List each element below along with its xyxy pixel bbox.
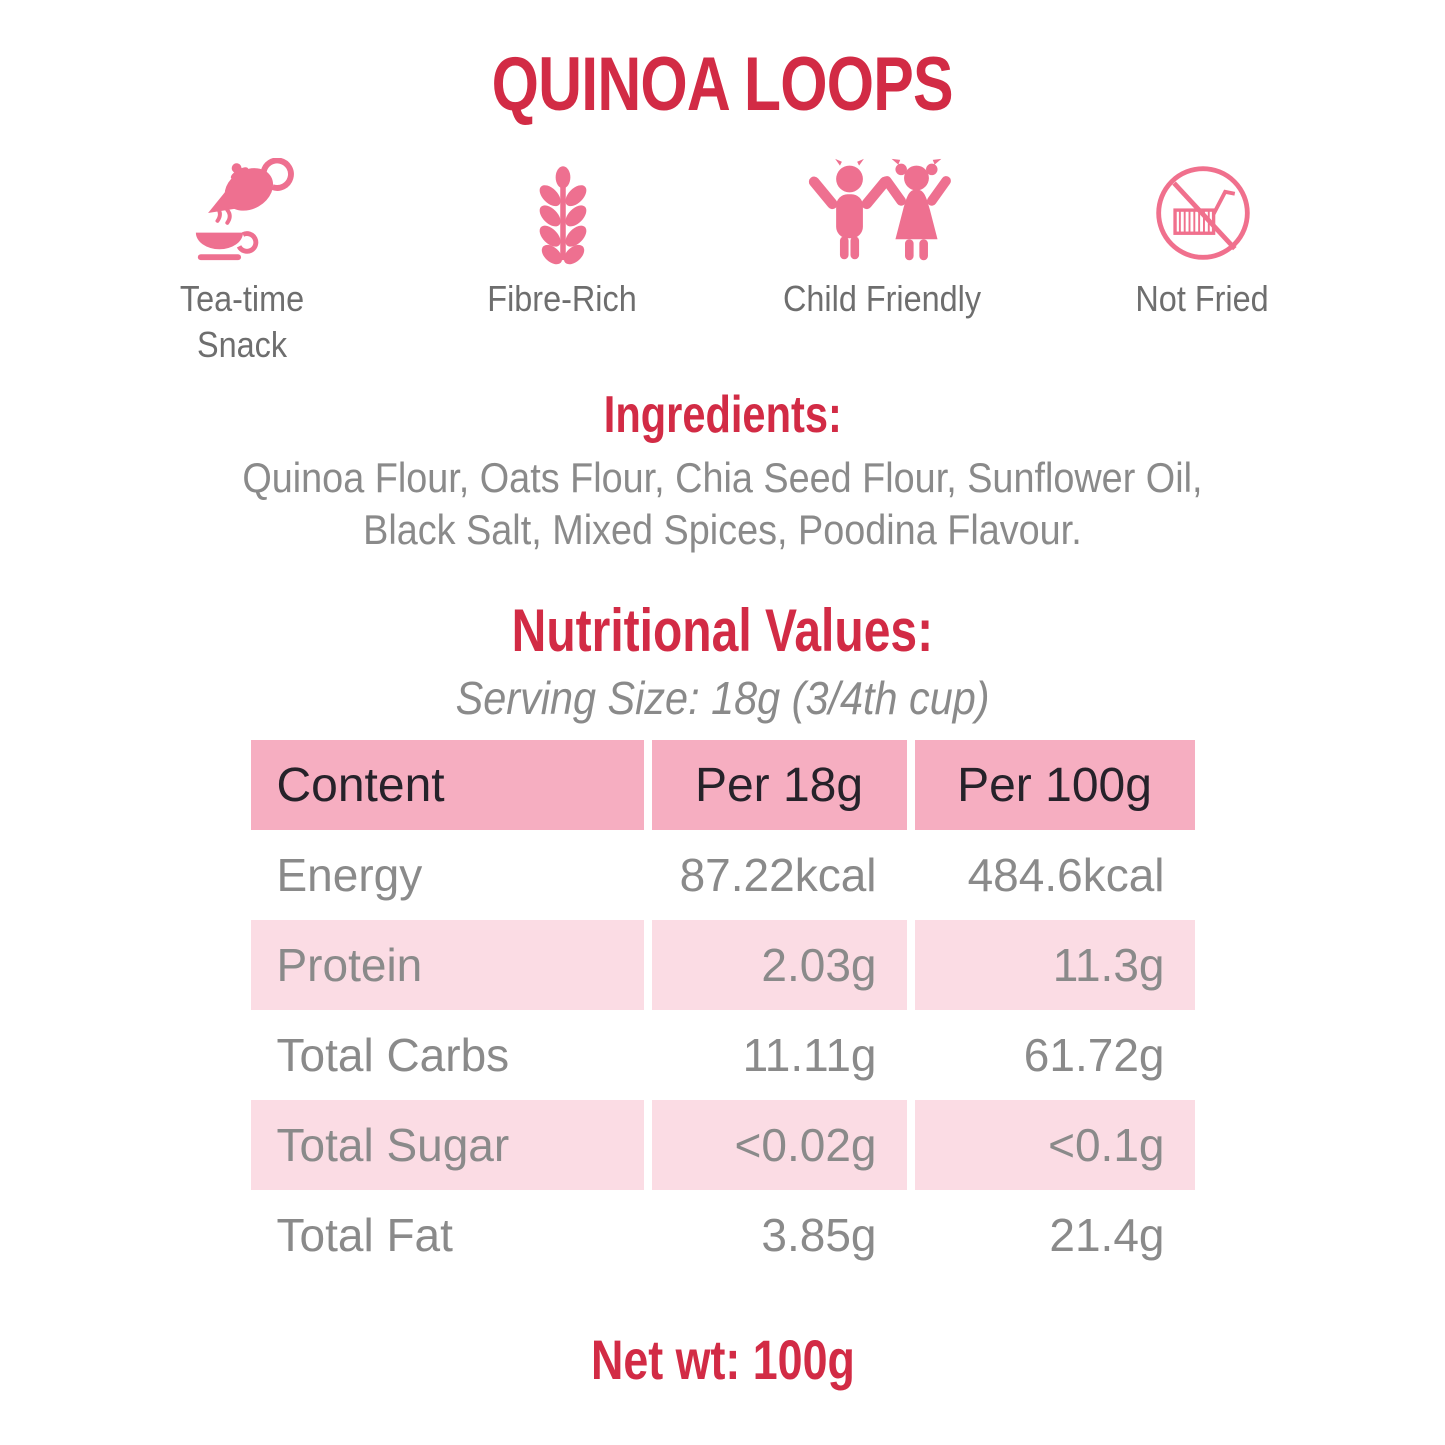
net-weight-text: Net wt: 100g: [590, 1328, 855, 1391]
nutrition-section: Nutritional Values: Serving Size: 18g (3…: [0, 596, 1445, 1280]
row-value-per-18g: 87.22kcal: [679, 849, 877, 901]
no-frying-icon: [1150, 158, 1256, 266]
header-per-18g: Per 18g: [651, 740, 907, 830]
feature-not-fried: Not Fried: [1043, 158, 1363, 368]
wheat-icon: [517, 158, 609, 266]
feature-label-tea-time-snack: Tea-time Snack: [173, 276, 311, 368]
row-value-per-100g: 11.3g: [914, 920, 1195, 1010]
feature-label-text: Fibre-Rich: [487, 278, 638, 319]
product-title-text: QUINOA LOOPS: [491, 42, 954, 127]
nutrition-table-header-row: Content Per 18g Per 100g: [250, 740, 1195, 830]
table-row-protein: Protein 2.03g 11.3g: [250, 920, 1195, 1010]
features-row: Tea-time Snack: [83, 158, 1363, 368]
ingredients-text-lines: Quinoa Flour, Oats Flour, Chia Seed Flou…: [242, 454, 1203, 553]
ingredients-section: Ingredients: Quinoa Flour, Oats Flour, C…: [0, 384, 1445, 556]
children-icon-svg: [808, 158, 951, 261]
row-value-per-18g: 2.03g: [651, 920, 907, 1010]
row-label: Total Carbs: [276, 1029, 510, 1081]
table-row-total-carbs: Total Carbs 11.11g 61.72g: [251, 1010, 1195, 1100]
row-value-per-100g: <0.1g: [914, 1100, 1195, 1190]
net-weight: Net wt: 100g: [0, 1328, 1445, 1392]
row-value-per-18g: 11.11g: [742, 1029, 877, 1081]
teapot-cup-icon: [184, 158, 302, 266]
feature-label-fibre-rich: Fibre-Rich: [479, 276, 645, 322]
ingredients-heading: Ingredients:: [0, 384, 1445, 446]
row-label: Total Fat: [276, 1209, 453, 1261]
no-frying-icon-svg: [1155, 166, 1250, 260]
ingredients-text: Quinoa Flour, Oats Flour, Chia Seed Flou…: [0, 452, 1445, 556]
row-value-per-100g: 484.6kcal: [967, 849, 1165, 901]
row-label: Energy: [276, 849, 423, 901]
feature-child-friendly: Child Friendly: [723, 158, 1043, 368]
table-row-total-sugar: Total Sugar <0.02g <0.1g: [250, 1100, 1195, 1190]
children-icon: [799, 158, 967, 266]
row-label: Protein: [250, 920, 644, 1010]
row-value-per-100g: 61.72g: [1023, 1029, 1165, 1081]
table-row-total-fat: Total Fat 3.85g 21.4g: [251, 1190, 1195, 1280]
feature-label-text: Not Fried: [1135, 278, 1270, 319]
serving-size-text: Serving Size: 18g (3/4th cup): [455, 672, 990, 724]
ingredients-heading-text: Ingredients:: [603, 386, 842, 444]
feature-label-text: Tea-time Snack: [180, 278, 305, 365]
product-title: QUINOA LOOPS: [0, 40, 1445, 130]
row-value-per-18g: 3.85g: [761, 1209, 877, 1261]
nutritional-values-heading-text: Nutritional Values:: [511, 597, 934, 664]
header-per-100g: Per 100g: [914, 740, 1195, 830]
row-value-per-18g: <0.02g: [651, 1100, 907, 1190]
row-value-per-100g: 21.4g: [1049, 1209, 1165, 1261]
nutritional-values-heading: Nutritional Values:: [0, 596, 1445, 666]
feature-tea-time-snack: Tea-time Snack: [83, 158, 403, 368]
teapot-cup-icon-svg: [195, 158, 294, 261]
table-row-energy: Energy 87.22kcal 484.6kcal: [251, 830, 1195, 920]
feature-label-not-fried: Not Fried: [1128, 276, 1276, 322]
serving-size: Serving Size: 18g (3/4th cup): [0, 670, 1445, 726]
feature-fibre-rich: Fibre-Rich: [403, 158, 723, 368]
feature-label-child-friendly: Child Friendly: [772, 276, 992, 322]
row-label: Total Sugar: [250, 1100, 644, 1190]
feature-label-text: Child Friendly: [783, 278, 982, 319]
header-content: Content: [250, 740, 644, 830]
nutrition-table: Content Per 18g Per 100g Energy 87.22kca…: [250, 740, 1195, 1280]
wheat-icon-svg: [539, 166, 586, 265]
